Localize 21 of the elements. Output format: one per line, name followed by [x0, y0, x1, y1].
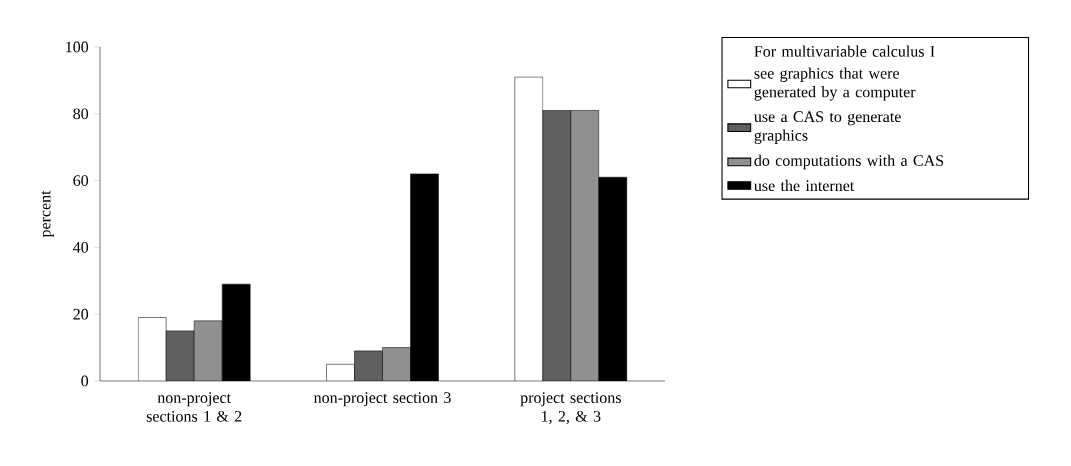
y-tick-label: 80 — [73, 108, 89, 120]
y-tick-label: 40 — [73, 241, 89, 253]
y-axis-title: percent — [41, 190, 54, 238]
x-tick-label: non-project sections 1 & 2 — [146, 392, 242, 422]
bar — [194, 320, 223, 381]
legend-label: see graphics that were generated by a computer — [754, 67, 916, 101]
bar — [354, 350, 383, 381]
y-tick-label: 100 — [66, 41, 89, 53]
bar — [382, 347, 411, 381]
x-tick-label: non-project section 3 — [314, 392, 451, 407]
legend-title: For multivariable calculus I — [754, 45, 935, 57]
y-tick-label: 0 — [81, 375, 89, 387]
bar — [542, 110, 572, 381]
legend-label: use a CAS to generate graphics — [754, 111, 901, 145]
legend-label: do computations with a CAS — [754, 154, 944, 170]
bar — [166, 330, 195, 381]
legend-label: use the internet — [754, 179, 855, 192]
bar — [570, 110, 600, 381]
x-tick-label: project sections 1, 2, & 3 — [520, 392, 621, 424]
y-tick-label: 60 — [73, 175, 89, 186]
y-tick-label: 20 — [73, 308, 89, 320]
